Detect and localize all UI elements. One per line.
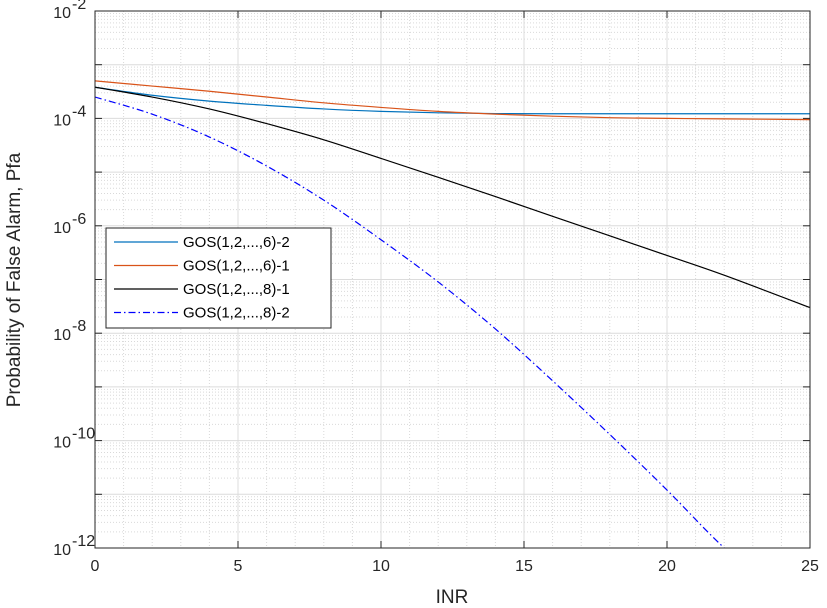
series-line-2 bbox=[95, 80, 810, 121]
legend-label: GOS(1,2,...,8)-1 bbox=[183, 281, 290, 298]
series-layer bbox=[95, 80, 810, 548]
series-line-3 bbox=[95, 86, 810, 309]
y-tick-exponent: -10 bbox=[72, 426, 95, 443]
y-tick-label: 10 bbox=[53, 5, 71, 22]
legend: GOS(1,2,...,6)-2 GOS(1,2,...,6)-1 GOS(1,2,… bbox=[105, 227, 332, 329]
y-tick-exponent: -2 bbox=[72, 0, 86, 13]
x-tick-label: 20 bbox=[658, 558, 676, 575]
x-tick-label: 25 bbox=[801, 558, 819, 575]
legend-label: GOS(1,2,...,6)-2 bbox=[183, 234, 290, 251]
minor-grid bbox=[95, 11, 810, 548]
legend-label: GOS(1,2,...,6)-1 bbox=[183, 258, 290, 275]
y-tick-label: 10 bbox=[53, 435, 71, 452]
legend-box bbox=[105, 227, 332, 329]
y-tick-exponent: -4 bbox=[72, 103, 86, 120]
y-tick-label: 10 bbox=[53, 112, 71, 129]
x-axis-label: INR bbox=[436, 587, 469, 608]
series-line-4 bbox=[95, 96, 726, 548]
y-tick-label: 10 bbox=[53, 542, 71, 559]
x-axis-ticks: 0 5 10 15 20 25 bbox=[91, 11, 819, 575]
y-tick-exponent: -6 bbox=[72, 211, 86, 228]
x-tick-label: 10 bbox=[372, 558, 390, 575]
y-tick-exponent: -12 bbox=[72, 533, 95, 550]
legend-label: GOS(1,2,...,8)-2 bbox=[183, 305, 290, 322]
y-tick-exponent: -8 bbox=[72, 318, 86, 335]
series-line-1 bbox=[95, 86, 810, 115]
y-tick-label: 10 bbox=[53, 327, 71, 344]
y-axis-label: Probability of False Alarm, Pfa bbox=[4, 152, 25, 407]
x-tick-label: 5 bbox=[234, 558, 243, 575]
x-tick-label: 0 bbox=[91, 558, 100, 575]
x-tick-label: 15 bbox=[515, 558, 533, 575]
y-tick-label: 10 bbox=[53, 220, 71, 237]
